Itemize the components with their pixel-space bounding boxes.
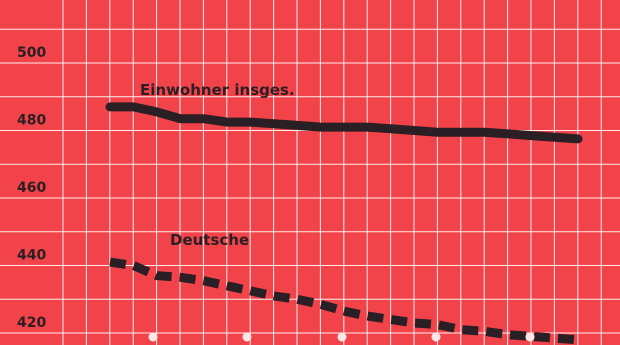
y-tick-label: 500 [17, 45, 46, 61]
series-line-deutsche [109, 257, 579, 345]
series-lines [105, 102, 583, 345]
vertical-gridlines [62, 0, 602, 345]
y-tick-label: 420 [17, 315, 46, 331]
series-line-einwohner [105, 102, 583, 144]
series-label-deutsche: Deutsche [170, 231, 249, 249]
axis-dot [525, 332, 535, 342]
y-tick-labels: 500 480 460 440 420 [17, 45, 46, 331]
series-label-einwohner: Einwohner insges. [140, 81, 295, 99]
axis-dots [148, 332, 535, 342]
y-tick-label: 480 [17, 113, 46, 129]
y-tick-label: 440 [17, 248, 46, 264]
axis-dot [337, 332, 347, 342]
y-tick-label: 460 [17, 180, 46, 196]
axis-dot [242, 332, 252, 342]
axis-dot [148, 332, 158, 342]
axis-dot [431, 332, 441, 342]
